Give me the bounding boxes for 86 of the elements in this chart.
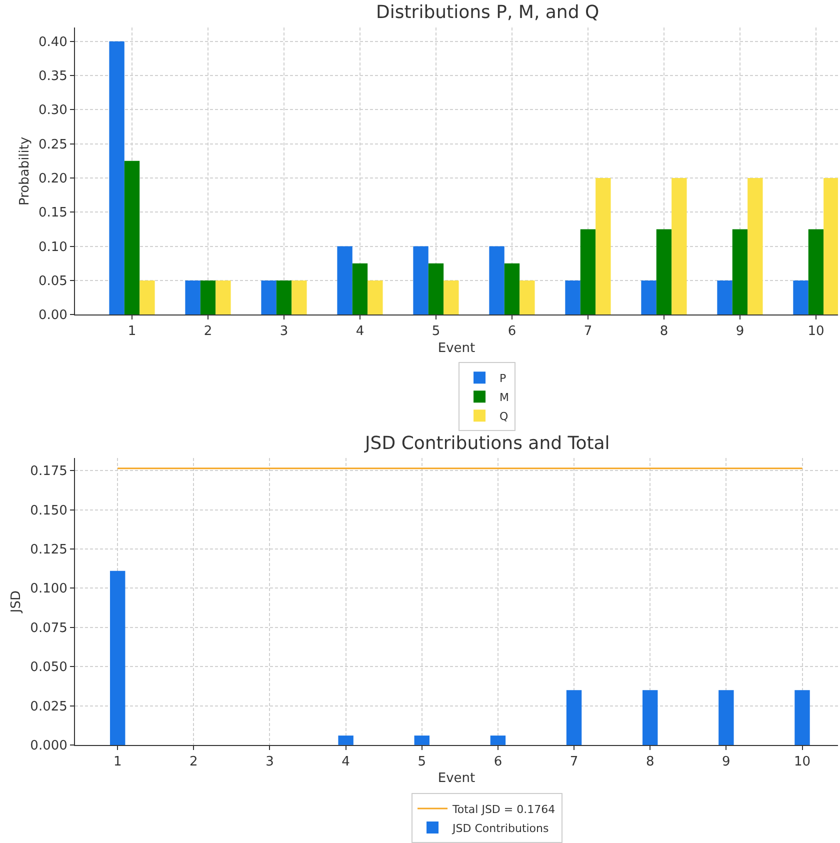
x-tick-label: 6 <box>494 754 502 770</box>
y-tick-label: 0.20 <box>38 172 68 187</box>
bar <box>200 280 216 315</box>
bar <box>276 280 292 315</box>
y-tick-label: 0.10 <box>38 240 68 255</box>
y-tick-label: 0.000 <box>30 738 68 754</box>
bar <box>580 229 596 315</box>
bar <box>109 41 124 315</box>
bar <box>338 736 354 745</box>
bar <box>110 570 126 745</box>
x-tick-label: 6 <box>508 324 516 340</box>
x-axis-title: Event <box>438 340 476 356</box>
x-tick-label: 1 <box>113 754 122 770</box>
bar <box>140 280 155 315</box>
bar <box>808 229 824 315</box>
bar <box>656 229 672 315</box>
bar <box>490 736 506 745</box>
bar <box>596 178 611 315</box>
x-tick-label: 7 <box>584 324 592 340</box>
bar <box>337 246 352 315</box>
bar <box>292 280 307 315</box>
y-tick-label: 0.40 <box>38 34 68 50</box>
y-tick-label: 0.30 <box>38 103 68 118</box>
bar <box>793 280 808 315</box>
x-tick-label: 9 <box>736 324 744 340</box>
y-tick-label: 0.150 <box>30 503 68 518</box>
x-tick-label: 3 <box>266 754 274 770</box>
bar <box>428 263 444 315</box>
x-axis-title: Event <box>438 771 476 786</box>
x-tick-label: 10 <box>808 324 824 340</box>
x-tick-label: 8 <box>660 324 668 340</box>
y-tick-label: 0.050 <box>30 660 68 676</box>
legend-label: JSD Contributions <box>452 822 550 835</box>
bar <box>642 690 658 745</box>
x-tick-label: 8 <box>646 754 654 770</box>
x-tick-label: 4 <box>342 754 350 770</box>
bar <box>216 280 231 315</box>
y-tick-label: 0.05 <box>38 274 68 289</box>
bar <box>565 280 580 315</box>
legend-label: Total JSD = 0.1764 <box>452 802 556 816</box>
bar <box>748 178 763 315</box>
y-tick-label: 0.125 <box>30 542 68 558</box>
bar <box>185 280 200 315</box>
bar <box>352 263 368 315</box>
bar <box>732 229 748 315</box>
bar <box>504 263 520 315</box>
y-tick-label: 0.15 <box>38 206 68 221</box>
y-tick-label: 0.025 <box>30 699 68 714</box>
bar <box>444 280 459 315</box>
x-tick-label: 7 <box>570 754 578 770</box>
y-tick-label: 0.175 <box>30 464 68 480</box>
y-axis-title: JSD <box>9 590 24 614</box>
legend-label: M <box>500 390 510 404</box>
x-tick-label: 1 <box>128 324 136 340</box>
bar <box>413 246 428 315</box>
legend-label: Q <box>500 410 509 423</box>
x-tick-label: 5 <box>432 324 440 340</box>
bar <box>261 280 276 315</box>
bar <box>641 280 656 315</box>
bar <box>824 178 838 315</box>
bar <box>566 690 582 745</box>
y-tick-label: 0.075 <box>30 620 68 636</box>
x-tick-label: 10 <box>794 754 811 770</box>
bar <box>717 280 732 315</box>
y-tick-label: 0.35 <box>38 69 68 84</box>
bar <box>672 178 687 315</box>
bar <box>489 246 504 315</box>
x-tick-label: 2 <box>190 754 198 770</box>
bar <box>368 280 383 315</box>
y-tick-label: 0.25 <box>38 137 68 152</box>
bar <box>718 690 734 745</box>
legend-label: P <box>500 372 507 385</box>
x-tick-label: 3 <box>280 324 288 340</box>
x-tick-label: 5 <box>418 754 426 770</box>
bar <box>414 736 430 745</box>
x-tick-label: 9 <box>722 754 730 770</box>
bar <box>124 160 140 315</box>
x-tick-label: 4 <box>356 324 364 340</box>
y-axis-title: Probability <box>17 136 32 206</box>
y-tick-label: 0.100 <box>30 582 68 597</box>
y-tick-label: 0.00 <box>38 308 68 324</box>
chart-title: Distributions P, M, and Q <box>376 2 600 23</box>
chart-title: JSD Contributions and Total <box>364 433 610 454</box>
bar <box>520 280 535 315</box>
bar <box>794 690 810 745</box>
x-tick-label: 2 <box>204 324 212 340</box>
